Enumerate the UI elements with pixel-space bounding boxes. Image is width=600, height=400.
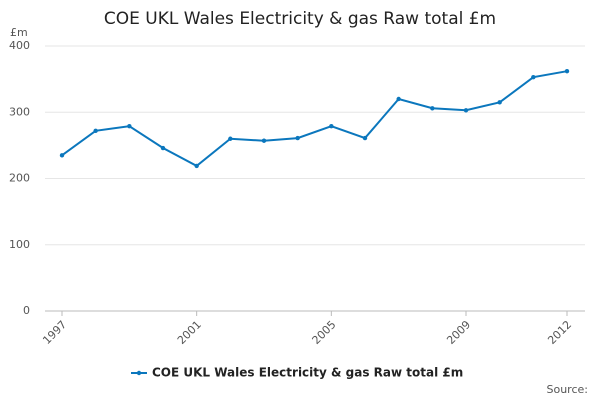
y-tick-label: 100: [9, 238, 30, 251]
data-point: [261, 138, 267, 143]
y-tick-label: 0: [23, 304, 30, 317]
y-tick-label: 300: [9, 105, 30, 118]
data-point: [430, 106, 435, 111]
y-tick-label: 200: [9, 172, 30, 185]
data-point: [93, 128, 98, 133]
x-tick-label: 2005: [310, 318, 339, 347]
x-tick-label: 2001: [175, 318, 204, 347]
data-point: [194, 163, 199, 169]
data-point: [160, 145, 166, 151]
x-tick-label: 1997: [40, 318, 69, 347]
source: Source:: [547, 383, 589, 396]
y-unit: £m: [10, 26, 28, 39]
series-line: [61, 70, 568, 168]
legend-dot: [136, 370, 142, 376]
data-point: [564, 68, 570, 74]
data-point: [228, 136, 233, 141]
data-point: [463, 108, 469, 113]
data-point: [295, 135, 300, 141]
data-point: [59, 153, 65, 158]
x-tick-label: 2009: [444, 318, 473, 347]
data-point: [362, 135, 368, 141]
data-point: [396, 96, 401, 102]
legend-label: COE UKL Wales Electricity & gas Raw tota…: [152, 366, 463, 380]
y-tick-label: 400: [9, 39, 30, 52]
data-point: [497, 100, 502, 105]
data-point: [127, 123, 132, 129]
data-point: [329, 123, 334, 129]
x-tick-label: 2012: [545, 318, 574, 347]
chart-title: COE UKL Wales Electricity & gas Raw tota…: [104, 9, 496, 29]
data-point: [531, 74, 536, 80]
